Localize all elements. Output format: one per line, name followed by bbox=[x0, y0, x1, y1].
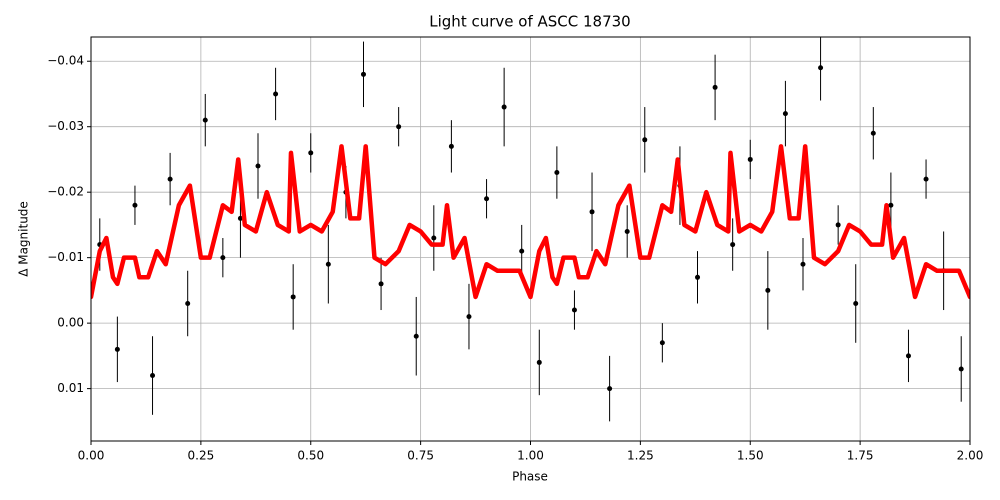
y-tick-label: −0.03 bbox=[47, 119, 84, 133]
x-tick-label: 1.00 bbox=[517, 449, 544, 463]
data-point bbox=[132, 202, 138, 208]
data-point bbox=[888, 202, 894, 208]
data-point bbox=[167, 176, 173, 182]
data-point bbox=[501, 104, 507, 110]
y-tick-label: −0.02 bbox=[47, 185, 84, 199]
x-tick-label: 1.75 bbox=[847, 449, 874, 463]
data-point bbox=[818, 65, 824, 71]
y-tick-label: −0.01 bbox=[47, 250, 84, 264]
data-point bbox=[290, 294, 296, 300]
data-point bbox=[202, 117, 208, 123]
data-point bbox=[659, 340, 665, 346]
data-point bbox=[642, 137, 648, 143]
data-point bbox=[448, 143, 454, 149]
x-tick-label: 1.50 bbox=[737, 449, 764, 463]
data-point bbox=[835, 222, 841, 228]
data-point bbox=[571, 307, 577, 313]
y-axis-label: Δ Magnitude bbox=[17, 201, 31, 277]
y-tick-label: −0.04 bbox=[47, 54, 84, 68]
x-tick-label: 1.25 bbox=[627, 449, 654, 463]
data-point bbox=[765, 287, 771, 293]
data-point bbox=[519, 248, 525, 254]
x-tick-label: 2.00 bbox=[957, 449, 984, 463]
data-point bbox=[624, 228, 630, 234]
y-tick-label: 0.00 bbox=[57, 316, 84, 330]
data-point bbox=[431, 235, 437, 241]
x-axis-label: Phase bbox=[512, 470, 548, 484]
data-point bbox=[325, 261, 331, 267]
data-point bbox=[589, 209, 595, 215]
data-point bbox=[255, 163, 261, 169]
chart-title: Light curve of ASCC 18730 bbox=[429, 13, 630, 31]
data-point bbox=[853, 300, 859, 306]
data-point bbox=[730, 242, 736, 248]
data-point bbox=[413, 333, 419, 339]
data-point bbox=[870, 130, 876, 136]
data-point bbox=[308, 150, 314, 156]
data-point bbox=[923, 176, 929, 182]
data-point bbox=[360, 71, 366, 77]
data-point bbox=[958, 366, 964, 372]
data-point bbox=[782, 111, 788, 117]
x-tick-label: 0.25 bbox=[188, 449, 215, 463]
data-point bbox=[237, 215, 243, 221]
data-point bbox=[114, 346, 120, 352]
data-point bbox=[905, 353, 911, 359]
data-point bbox=[466, 314, 472, 320]
data-point bbox=[712, 84, 718, 90]
data-point bbox=[484, 196, 490, 202]
x-tick-label: 0.00 bbox=[78, 449, 105, 463]
plot-data bbox=[91, 37, 970, 422]
data-point bbox=[396, 124, 402, 130]
data-point bbox=[150, 373, 156, 379]
x-tick-label: 0.50 bbox=[297, 449, 324, 463]
data-point bbox=[800, 261, 806, 267]
y-tick-label: 0.01 bbox=[57, 381, 84, 395]
data-point bbox=[554, 170, 560, 176]
axes: 0.00 0.25 0.50 0.75 1.00 1.25 1.50 1.75 2.00 −0.0… bbox=[47, 54, 983, 463]
data-point bbox=[536, 359, 542, 365]
data-point bbox=[220, 255, 226, 261]
data-point bbox=[747, 156, 753, 162]
data-point bbox=[695, 274, 701, 280]
data-point bbox=[607, 386, 613, 392]
model-curve bbox=[91, 144, 970, 300]
data-point bbox=[378, 281, 384, 287]
x-tick-label: 0.75 bbox=[407, 449, 434, 463]
data-point bbox=[185, 300, 191, 306]
grid bbox=[90, 37, 971, 441]
data-point bbox=[273, 91, 279, 97]
